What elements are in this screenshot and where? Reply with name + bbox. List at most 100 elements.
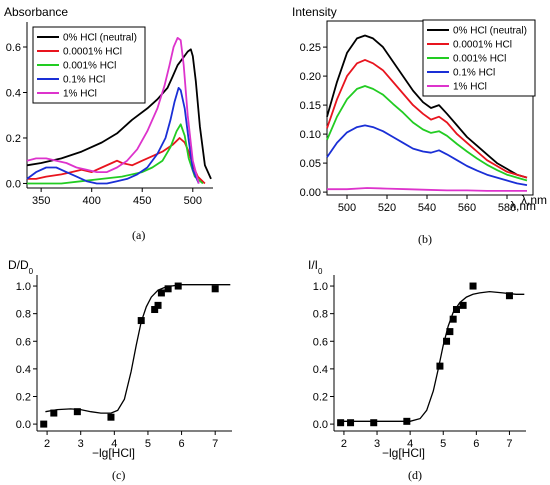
panel-d: I/I0 2 3 4 5 6 7 0.0 0.2 0.4 0.6 0.8 1.0 −lg[HCl] (… bbox=[308, 258, 526, 482]
x-tick-label: 2 bbox=[341, 438, 347, 450]
y-tick-label: 0.2 bbox=[6, 133, 21, 145]
legend-entry: 0.1% HCl bbox=[63, 75, 105, 86]
data-point bbox=[443, 337, 451, 345]
fit-curve bbox=[45, 284, 231, 414]
y-tick-label: 0.25 bbox=[300, 42, 321, 54]
y-tick-label: 0.10 bbox=[300, 129, 321, 141]
data-point bbox=[459, 301, 467, 309]
data-point bbox=[446, 328, 454, 336]
panel-a-axes: 350 400 450 500 0.0 0.2 0.4 0.6 0% HCl (neutral)… bbox=[6, 22, 213, 207]
data-point bbox=[40, 420, 48, 428]
legend-entry: 1% HCl bbox=[63, 89, 97, 100]
panel-b: Intensity 500 520 540 560 580 0.00 0.05 0.10 0.1… bbox=[292, 5, 536, 246]
panel-a-label: (a) bbox=[132, 228, 145, 242]
series-line-5 bbox=[327, 187, 527, 192]
y-tick-label: 0.05 bbox=[300, 158, 321, 170]
legend-entry: 0.001% HCl bbox=[453, 54, 506, 65]
x-tick-label: 3 bbox=[78, 438, 84, 450]
y-tick-label: 0.4 bbox=[6, 87, 21, 99]
x-tick-label: 400 bbox=[83, 195, 101, 207]
series-line-2 bbox=[326, 59, 528, 179]
x-tick-label: 520 bbox=[378, 202, 396, 214]
data-point bbox=[164, 285, 172, 293]
panel-a: Absorbance 350 400 450 500 0.0 0.2 0.4 0.6 0% HC… bbox=[4, 5, 547, 242]
data-point bbox=[174, 282, 182, 290]
data-point bbox=[436, 362, 444, 370]
y-tick-label: 0.4 bbox=[16, 364, 31, 376]
data-point bbox=[73, 408, 81, 416]
series-line-4 bbox=[26, 87, 200, 185]
y-tick-label: 0.15 bbox=[300, 100, 321, 112]
series-line-1 bbox=[326, 34, 528, 179]
y-tick-label: 0.0 bbox=[16, 419, 31, 431]
x-tick-label: 350 bbox=[32, 195, 50, 207]
x-tick-label: 6 bbox=[179, 438, 185, 450]
legend-entry: 1% HCl bbox=[453, 82, 487, 93]
panel-c-axes: 2 3 4 5 6 7 0.0 0.2 0.4 0.6 0.8 1.0 bbox=[16, 275, 232, 450]
panel-d-label: (d) bbox=[408, 468, 422, 482]
data-point bbox=[403, 417, 411, 425]
y-tick-label: 1.0 bbox=[313, 281, 328, 293]
y-tick-label: 0.20 bbox=[300, 71, 321, 83]
data-point bbox=[452, 306, 460, 314]
x-tick-label: 7 bbox=[212, 438, 218, 450]
series-line-3 bbox=[27, 123, 204, 185]
panel-b-label: (b) bbox=[418, 232, 432, 246]
x-tick-label: 500 bbox=[338, 202, 356, 214]
x-tick-label: 5 bbox=[145, 438, 151, 450]
y-tick-label: 0.2 bbox=[16, 391, 31, 403]
data-point bbox=[154, 301, 162, 309]
data-point bbox=[137, 317, 145, 325]
data-point bbox=[370, 419, 378, 427]
x-tick-label: 2 bbox=[44, 438, 50, 450]
legend-entry: 0.1% HCl bbox=[453, 68, 495, 79]
data-point bbox=[107, 413, 115, 421]
panel-d-xlabel: −lg[HCl] bbox=[382, 446, 425, 460]
data-point bbox=[505, 292, 513, 300]
y-tick-label: 0.00 bbox=[300, 187, 321, 199]
data-point bbox=[347, 419, 355, 427]
x-tick-label: 560 bbox=[458, 202, 476, 214]
series-line-3 bbox=[326, 85, 528, 182]
legend-entry: 0.0001% HCl bbox=[63, 47, 122, 58]
legend-entry: 0.0001% HCl bbox=[453, 40, 512, 51]
legend-entry: 0% HCl (neutral) bbox=[63, 33, 137, 44]
x-tick-label: 540 bbox=[418, 202, 436, 214]
panel-c-ylabel: D/D0 bbox=[8, 258, 34, 276]
series-line-1 bbox=[26, 48, 212, 180]
panel-a-xlabel: λ,nm bbox=[521, 193, 547, 207]
panel-d-axes: 2 3 4 5 6 7 0.0 0.2 0.4 0.6 0.8 1.0 bbox=[313, 275, 526, 450]
y-tick-label: 0.8 bbox=[16, 309, 31, 321]
panel-c-xlabel: −lg[HCl] bbox=[92, 446, 135, 460]
x-tick-label: 5 bbox=[440, 438, 446, 450]
panel-c: D/D0 2 3 4 5 6 7 0.0 0.2 0.4 0.6 0.8 1.0 −lg[HCl] (… bbox=[8, 258, 232, 482]
panel-c-label: (c) bbox=[112, 468, 125, 482]
series-line-5 bbox=[26, 37, 200, 184]
panel-b-ylabel: Intensity bbox=[292, 5, 337, 19]
x-tick-label: 6 bbox=[473, 438, 479, 450]
y-tick-label: 0.8 bbox=[313, 309, 328, 321]
legend-entry: 0% HCl (neutral) bbox=[453, 26, 527, 37]
y-tick-label: 0.6 bbox=[313, 336, 328, 348]
x-tick-label: 450 bbox=[133, 195, 151, 207]
x-tick-label: 7 bbox=[506, 438, 512, 450]
y-tick-label: 0.6 bbox=[6, 42, 21, 54]
y-tick-label: 1.0 bbox=[16, 281, 31, 293]
data-point bbox=[157, 289, 165, 297]
data-point bbox=[50, 409, 58, 417]
panel-b-xlabel: λ,nm bbox=[510, 199, 536, 213]
x-tick-label: 4 bbox=[407, 438, 413, 450]
x-tick-label: 4 bbox=[111, 438, 117, 450]
series-line-4 bbox=[326, 124, 528, 186]
y-tick-label: 0.6 bbox=[16, 336, 31, 348]
x-tick-label: 580 bbox=[498, 202, 516, 214]
data-point bbox=[211, 285, 219, 293]
data-point bbox=[151, 306, 159, 314]
panel-d-ylabel: I/I0 bbox=[308, 258, 323, 276]
legend-entry: 0.001% HCl bbox=[63, 61, 116, 72]
panel-a-ylabel: Absorbance bbox=[4, 5, 68, 19]
x-tick-label: 3 bbox=[374, 438, 380, 450]
x-tick-label: 500 bbox=[184, 195, 202, 207]
data-point bbox=[337, 419, 345, 427]
